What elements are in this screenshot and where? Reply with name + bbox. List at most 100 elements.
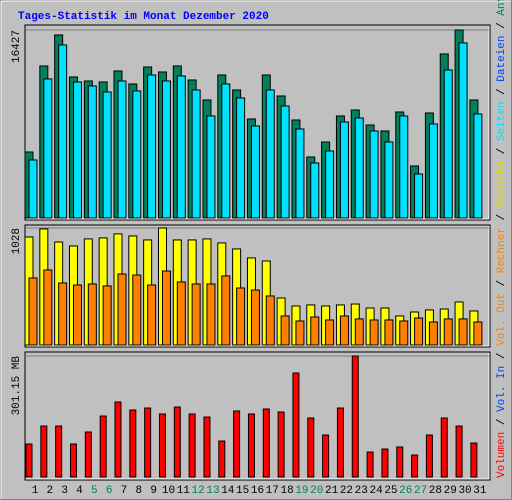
bar (339, 121, 349, 219)
legend-separator: / (496, 353, 508, 360)
bar (40, 425, 48, 478)
bar (396, 446, 404, 478)
bar (295, 128, 305, 219)
bar (84, 431, 92, 478)
bar (43, 78, 53, 219)
bar (292, 372, 300, 478)
bar (428, 123, 438, 219)
bar (310, 316, 320, 346)
bar (366, 451, 374, 478)
x-tick-label: 20 (310, 485, 323, 497)
x-tick-label: 27 (414, 485, 427, 497)
bar (265, 89, 275, 219)
x-tick-label: 10 (162, 485, 175, 497)
x-tick-label: 14 (221, 485, 235, 497)
bar (414, 317, 424, 346)
bar (203, 416, 211, 478)
bar (117, 273, 127, 346)
bar (191, 89, 201, 219)
x-tick-label: 1 (32, 485, 39, 497)
bar (218, 440, 226, 478)
legend-item: Vol. Out (496, 293, 508, 346)
bar (58, 44, 68, 219)
bar (250, 289, 260, 346)
bar (236, 287, 246, 346)
bar (322, 434, 330, 478)
bar (428, 321, 438, 346)
bar (233, 410, 241, 478)
x-tick-label: 28 (429, 485, 442, 497)
bar (117, 80, 127, 219)
bar (384, 141, 394, 219)
bar (87, 85, 97, 219)
bar (132, 90, 142, 219)
bar (455, 425, 463, 478)
legend-separator: / (496, 22, 508, 29)
bar (28, 277, 38, 346)
x-tick-label: 3 (61, 485, 68, 497)
x-tick-label: 16 (251, 485, 264, 497)
bar (158, 413, 166, 478)
legend-item: Rechner (496, 227, 508, 273)
bar (221, 275, 231, 346)
x-tick-label: 15 (236, 485, 249, 497)
x-tick-label: 30 (458, 485, 471, 497)
bar (443, 318, 453, 346)
bar (473, 113, 483, 219)
bar (280, 105, 290, 219)
bar (221, 83, 231, 219)
bar (25, 443, 33, 478)
legend: Volumen / Vol. In / Vol. Out / Rechner /… (496, 0, 508, 478)
legend-item: Volumen (496, 432, 508, 478)
x-tick-label: 11 (177, 485, 191, 497)
bar (414, 173, 424, 219)
bar (144, 407, 152, 478)
x-tick-label: 2 (47, 485, 54, 497)
y-tick-label: 16427 (11, 30, 23, 63)
x-tick-label: 25 (384, 485, 397, 497)
legend-item: Besuche (496, 161, 508, 207)
x-tick-label: 23 (355, 485, 368, 497)
bar (425, 434, 433, 478)
bar (310, 162, 320, 219)
x-tick-label: 29 (444, 485, 457, 497)
x-tick-label: 17 (266, 485, 279, 497)
bar (55, 425, 63, 478)
bar (470, 442, 478, 478)
bar (102, 91, 112, 219)
bar (354, 117, 364, 219)
bar (102, 285, 112, 346)
bar (443, 69, 453, 219)
legend-separator: / (496, 419, 508, 426)
bar (72, 81, 82, 219)
bar (43, 269, 53, 346)
bar (411, 454, 419, 478)
bar (351, 355, 359, 478)
legend-separator: / (496, 280, 508, 287)
bar (191, 283, 201, 346)
bar (381, 448, 389, 478)
bar (277, 411, 285, 478)
bar (206, 283, 216, 346)
bar (129, 409, 137, 478)
x-tick-label: 4 (76, 485, 83, 497)
legend-item: Anfragen (496, 0, 508, 16)
bar (99, 415, 107, 478)
bar (247, 413, 255, 478)
bar (69, 443, 77, 478)
x-tick-label: 26 (399, 485, 412, 497)
x-tick-label: 24 (369, 485, 383, 497)
chart-title: Tages-Statistik im Monat Dezember 2020 (18, 11, 269, 23)
bar (262, 408, 270, 478)
bar (440, 417, 448, 478)
bar (473, 321, 483, 346)
x-tick-label: 21 (325, 485, 339, 497)
bar (307, 417, 315, 478)
x-tick-label: 22 (340, 485, 353, 497)
y-tick-label: 1028 (11, 228, 23, 254)
bar (369, 130, 379, 219)
x-tick-label: 9 (150, 485, 157, 497)
bar (206, 115, 216, 219)
bar (399, 115, 409, 219)
